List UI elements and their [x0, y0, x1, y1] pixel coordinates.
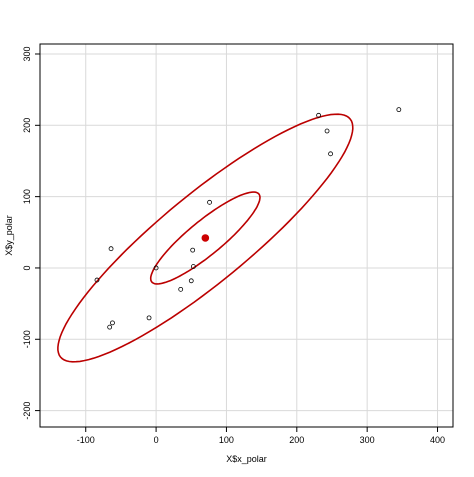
plot-box — [39, 43, 454, 428]
data-point — [153, 265, 159, 271]
data-point — [190, 264, 196, 269]
data-point — [188, 278, 194, 284]
data-point — [396, 107, 402, 113]
data-point — [178, 286, 184, 292]
confidence-ellipse — [149, 191, 261, 285]
data-point — [110, 320, 115, 326]
confidence-ellipses — [57, 113, 354, 363]
y-tick-label: 300 — [22, 46, 32, 61]
x-tick-label: 200 — [289, 435, 304, 445]
x-axis: -100 0 100 200 300 400 — [77, 427, 445, 445]
y-tick-label: 0 — [22, 265, 32, 270]
x-tick-label: 0 — [154, 435, 159, 445]
y-tick-label: -100 — [22, 330, 32, 348]
data-point — [324, 128, 330, 134]
x-tick-label: 400 — [430, 435, 445, 445]
x-tick-label: 300 — [360, 435, 375, 445]
x-axis-label: X$x_polar — [226, 454, 267, 464]
y-tick-label: 100 — [22, 189, 32, 204]
data-point — [207, 199, 212, 205]
data-point — [190, 247, 196, 253]
data-point — [316, 112, 322, 118]
center-point — [201, 234, 210, 242]
x-tick-label: -100 — [77, 435, 95, 445]
y-tick-label: 200 — [22, 118, 32, 133]
data-point — [146, 315, 152, 321]
center-marker — [201, 234, 210, 242]
x-tick-label: 100 — [219, 435, 234, 445]
data-point — [108, 246, 114, 252]
y-tick-label: -200 — [22, 402, 32, 420]
grid-lines — [40, 44, 453, 427]
confidence-ellipse — [57, 113, 354, 363]
data-point — [94, 277, 100, 283]
data-point — [107, 324, 113, 330]
y-axis-label: X$y_polar — [4, 215, 14, 256]
data-points — [94, 107, 402, 330]
data-point — [328, 151, 333, 157]
y-axis: -200 -100 0 100 200 300 — [22, 46, 40, 420]
